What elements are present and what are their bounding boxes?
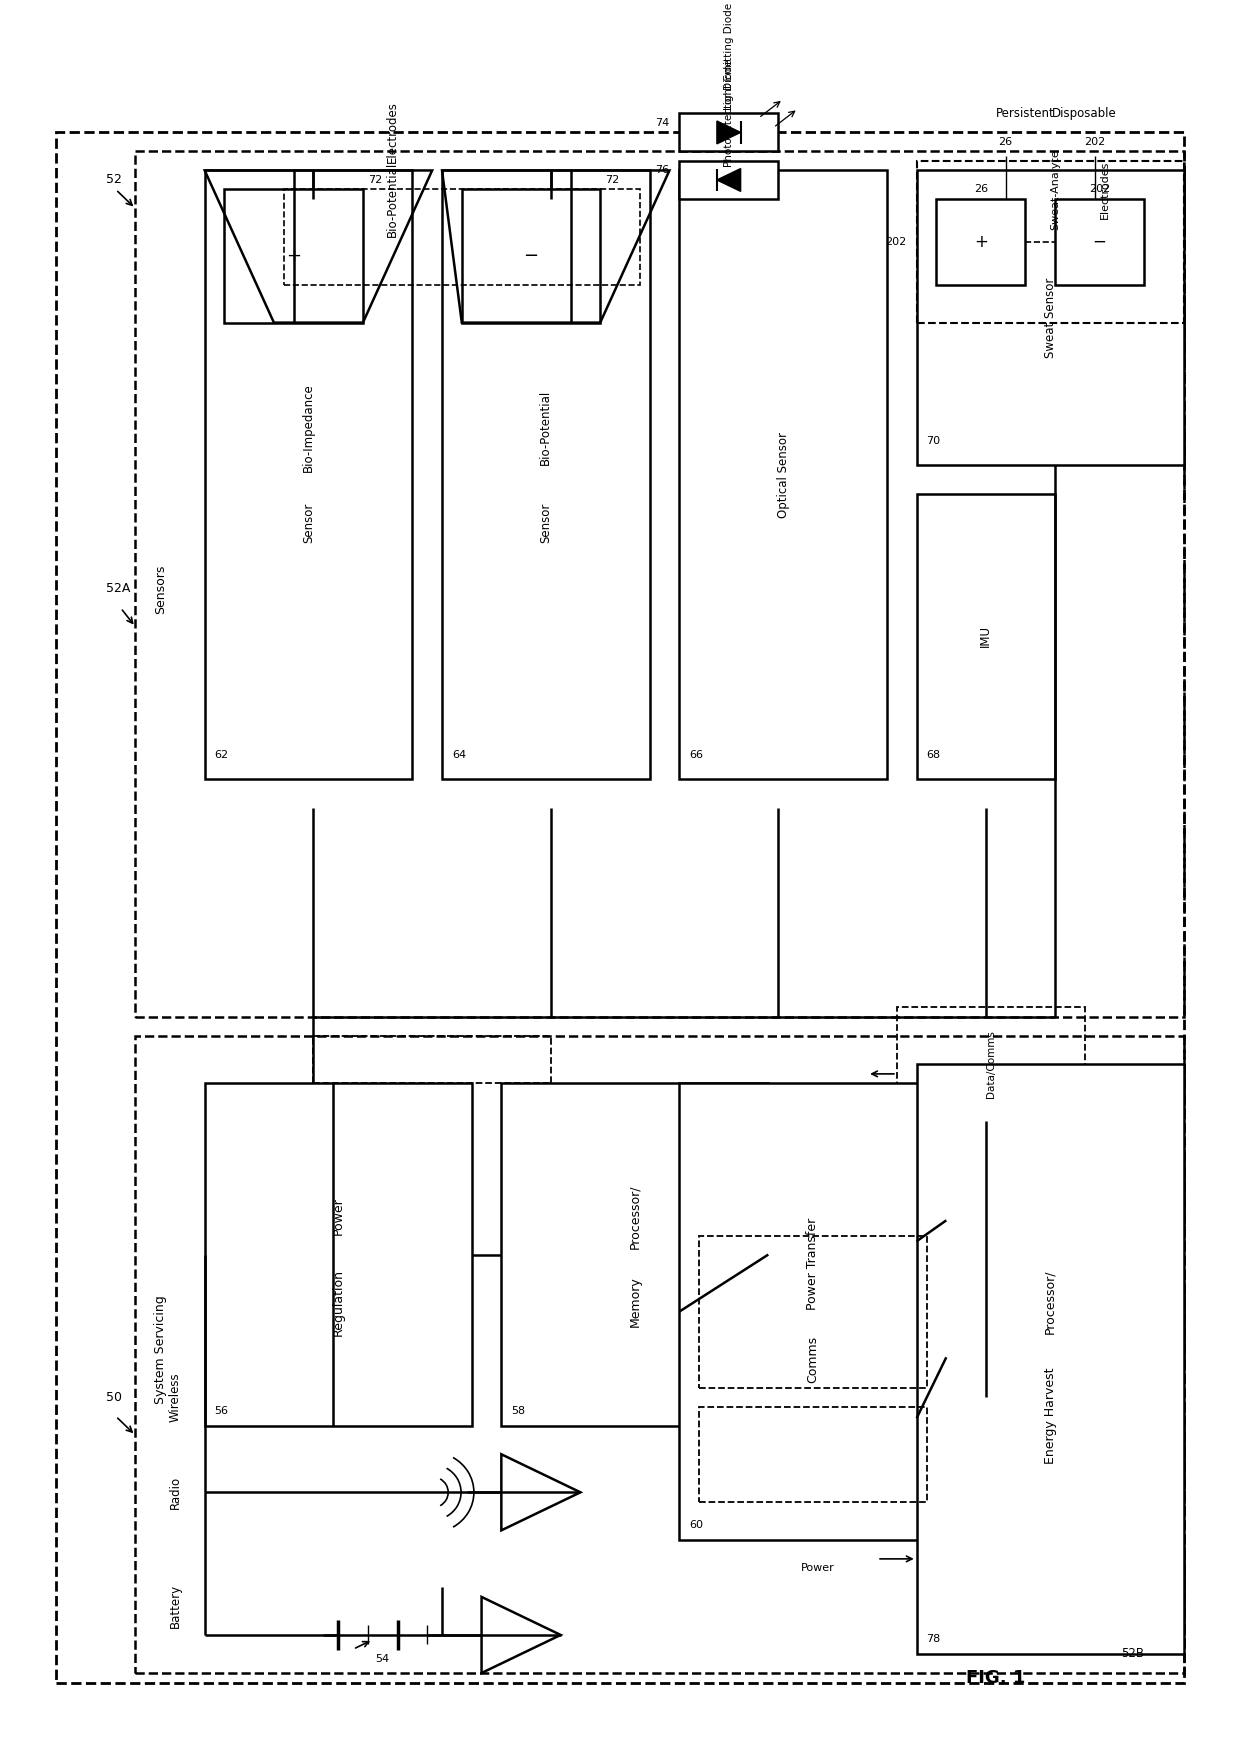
Bar (680, 1084, 946, 1541)
Text: Sweat Sensor: Sweat Sensor (1044, 278, 1056, 358)
Bar (461, 189, 600, 323)
Text: Sensor: Sensor (303, 502, 315, 542)
Text: −: − (523, 247, 538, 266)
Text: FIG. 1: FIG. 1 (966, 1669, 1025, 1687)
Text: Regulation: Regulation (331, 1268, 345, 1336)
Text: Comms: Comms (806, 1336, 820, 1383)
Text: Bio-Potential: Bio-Potential (386, 162, 399, 236)
Text: 72: 72 (368, 175, 382, 184)
Bar (205, 170, 413, 780)
Text: 74: 74 (655, 118, 670, 129)
Text: Optical Sensor: Optical Sensor (776, 433, 790, 518)
Text: 62: 62 (215, 750, 228, 761)
Bar (699, 1235, 926, 1388)
Text: +: + (286, 247, 301, 266)
Text: Wireless: Wireless (169, 1372, 181, 1423)
Text: 60: 60 (689, 1520, 703, 1530)
Text: Power Transfer: Power Transfer (806, 1218, 820, 1310)
Text: Persistent: Persistent (996, 108, 1055, 120)
Bar (441, 170, 650, 780)
Text: 52: 52 (105, 174, 122, 186)
Text: Bio-Impedance: Bio-Impedance (303, 382, 315, 472)
Text: Memory: Memory (629, 1277, 641, 1327)
Text: −: − (1092, 233, 1106, 250)
Polygon shape (717, 168, 740, 191)
Text: Sensor: Sensor (539, 502, 552, 542)
Text: Sensors: Sensors (154, 565, 166, 613)
Text: +: + (973, 233, 988, 250)
Bar (135, 151, 1184, 1016)
Text: 202: 202 (885, 236, 906, 247)
Bar (680, 170, 887, 780)
Text: Sweat-Analyte: Sweat-Analyte (1050, 149, 1060, 229)
Bar (680, 162, 779, 200)
Text: 54: 54 (376, 1654, 389, 1664)
Text: Bio-Potential: Bio-Potential (539, 389, 552, 466)
Text: System Servicing: System Servicing (154, 1296, 166, 1403)
Bar (916, 162, 1184, 323)
Bar (916, 1065, 1184, 1654)
Bar (936, 200, 1025, 285)
Text: Battery: Battery (169, 1584, 181, 1629)
Text: Light Emitting Diode: Light Emitting Diode (724, 3, 734, 109)
Bar (205, 1084, 471, 1426)
Text: 202: 202 (1084, 137, 1105, 148)
Bar (916, 493, 1055, 780)
Text: 56: 56 (215, 1407, 228, 1416)
Text: IMU: IMU (980, 625, 992, 648)
Bar (916, 170, 1184, 466)
Bar (897, 1007, 1085, 1122)
Text: Processor/: Processor/ (1044, 1270, 1056, 1334)
Text: 52B: 52B (1121, 1647, 1145, 1661)
Text: Power: Power (801, 1563, 835, 1574)
Text: 26: 26 (998, 137, 1013, 148)
Text: Processor/: Processor/ (629, 1185, 641, 1249)
Text: Electrodes: Electrodes (1100, 160, 1110, 219)
Text: 50: 50 (105, 1391, 122, 1403)
Text: 78: 78 (926, 1635, 941, 1645)
Text: Photodetector Diode: Photodetector Diode (724, 59, 734, 167)
Bar (699, 1407, 926, 1503)
Text: 76: 76 (655, 165, 670, 175)
Text: 52A: 52A (105, 582, 130, 596)
Text: 58: 58 (511, 1407, 526, 1416)
Bar (680, 113, 779, 151)
Text: 26: 26 (973, 184, 988, 195)
Text: 202: 202 (1089, 184, 1110, 195)
Bar (284, 189, 640, 285)
Text: 66: 66 (689, 750, 703, 761)
Bar (135, 1035, 1184, 1673)
Text: Energy Harvest: Energy Harvest (1044, 1369, 1056, 1464)
Text: Radio: Radio (169, 1476, 181, 1509)
Polygon shape (717, 122, 740, 144)
Text: 68: 68 (926, 750, 941, 761)
Text: Disposable: Disposable (1053, 108, 1117, 120)
Text: 70: 70 (926, 436, 941, 446)
Text: Power: Power (331, 1197, 345, 1235)
Text: Electrodes: Electrodes (386, 101, 399, 163)
Text: 72: 72 (605, 175, 620, 184)
Text: 64: 64 (451, 750, 466, 761)
Bar (1055, 200, 1145, 285)
Bar (224, 189, 363, 323)
Bar (501, 1084, 769, 1426)
Text: Data/Comms: Data/Comms (986, 1030, 996, 1098)
